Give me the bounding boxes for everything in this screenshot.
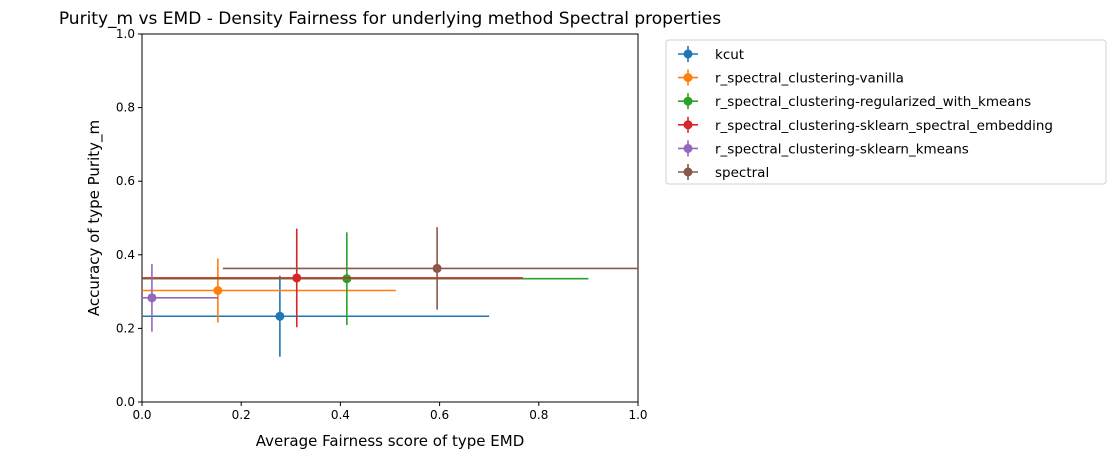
series-0 [142,275,490,357]
x-tick-label: 1.0 [628,408,647,422]
plot-frame [141,33,639,403]
data-point [275,311,285,321]
y-axis-label: Accuracy of type Purity_m [85,120,104,316]
x-tick-label: 0.6 [430,408,449,422]
series-3 [142,228,523,328]
x-tick-label: 0.0 [132,408,151,422]
legend: kcut r_spectral_clustering-vanilla r_spect… [665,39,1107,185]
legend-marker [683,167,693,177]
legend-label: r_spectral_clustering-sklearn_kmeans [715,141,969,157]
legend-label: r_spectral_clustering-sklearn_spectral_e… [715,118,1053,134]
chart-title: Purity_m vs EMD - Density Fairness for u… [59,9,721,29]
legend-marker [683,143,693,153]
y-tick-label: 0.8 [116,101,135,115]
y-tick-label: 0.4 [116,248,135,262]
data-point [147,293,157,303]
legend-label: r_spectral_clustering-regularized_with_k… [715,94,1031,110]
x-tick-label: 0.4 [331,408,350,422]
legend-label: spectral [715,165,769,181]
y-tick-label: 0.0 [116,395,135,409]
legend-label: r_spectral_clustering-vanilla [715,71,904,87]
legend-marker [683,96,693,106]
x-axis-label: Average Fairness score of type EMD [256,432,525,450]
legend-marker [683,120,693,130]
y-tick-label: 1.0 [116,27,135,41]
data-point [292,273,302,283]
series-layer [142,227,638,357]
series-1 [142,258,396,323]
legend-marker [683,73,693,83]
legend-label: kcut [715,47,744,63]
series-5 [222,227,638,310]
x-tick-label: 0.8 [529,408,548,422]
data-point [432,263,442,273]
legend-marker [683,49,693,59]
y-tick-label: 0.2 [116,321,135,335]
y-tick-label: 0.6 [116,174,135,188]
x-tick-label: 0.2 [232,408,251,422]
series-4 [142,264,218,332]
data-point [213,285,223,295]
plot-area: 0.0 0.2 0.4 0.6 0.8 1.0 0.0 0.2 0.4 0.6 0.8 1.0 [116,27,648,422]
legend-frame [665,39,1107,185]
